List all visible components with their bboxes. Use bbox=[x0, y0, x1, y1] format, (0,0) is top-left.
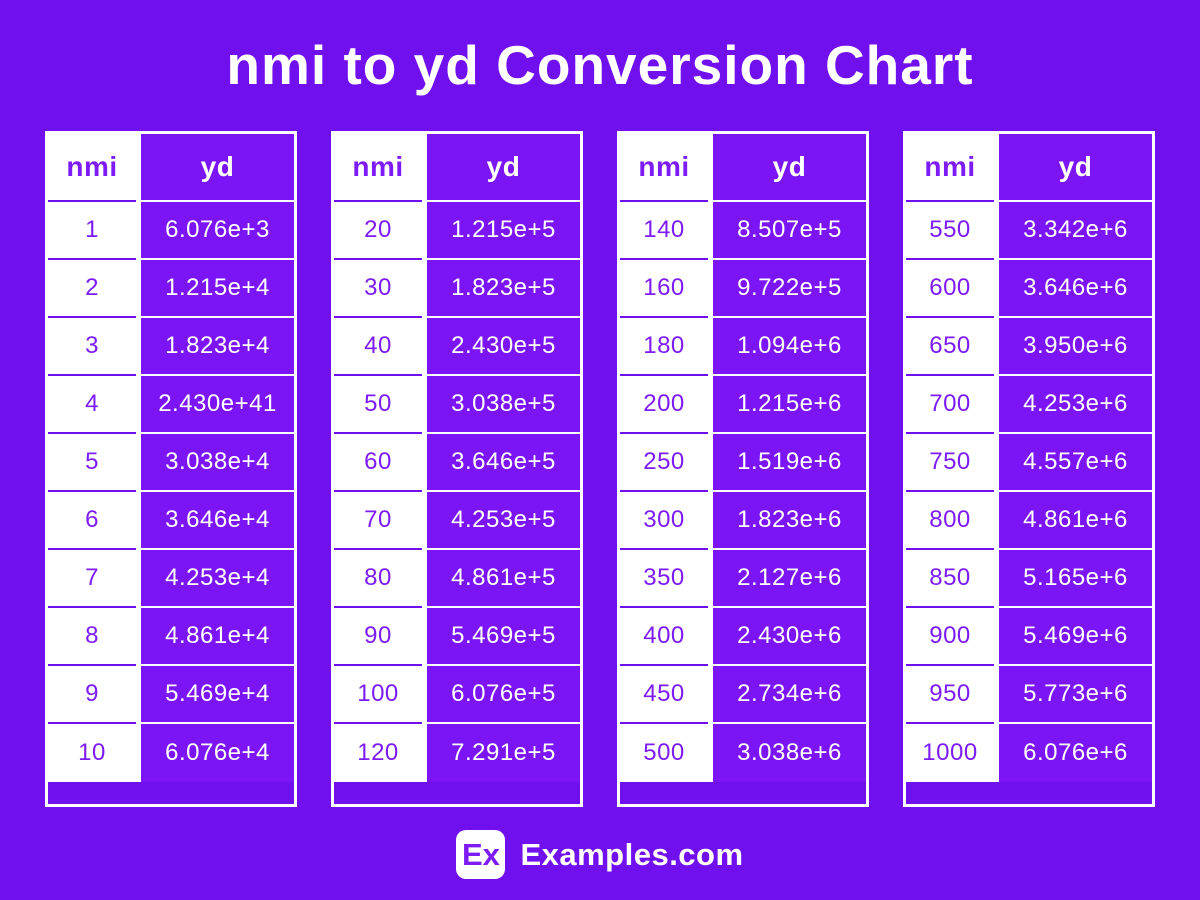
nmi-value-cell: 7 bbox=[48, 550, 136, 609]
nmi-header-cell: nmi bbox=[48, 134, 136, 203]
yd-value-cell: 3.646e+4 bbox=[136, 492, 294, 551]
nmi-value-cell: 700 bbox=[906, 376, 994, 435]
yd-value-cell: 6.076e+5 bbox=[422, 666, 580, 725]
nmi-value-cell: 900 bbox=[906, 608, 994, 667]
yd-value-cell: 2.430e+6 bbox=[708, 608, 866, 667]
nmi-value-cell: 160 bbox=[620, 260, 708, 319]
yd-value-cell: 2.430e+5 bbox=[422, 318, 580, 377]
page-title: nmi to yd Conversion Chart bbox=[226, 34, 974, 96]
nmi-value-cell: 250 bbox=[620, 434, 708, 493]
yd-value-cell: 3.038e+4 bbox=[136, 434, 294, 493]
nmi-value-cell: 950 bbox=[906, 666, 994, 725]
yd-header-cell: yd bbox=[708, 134, 866, 203]
yd-value-cell: 4.861e+4 bbox=[136, 608, 294, 667]
nmi-value-cell: 4 bbox=[48, 376, 136, 435]
yd-value-cell: 5.469e+5 bbox=[422, 608, 580, 667]
nmi-value-cell: 1 bbox=[48, 202, 136, 261]
yd-value-cell: 3.646e+6 bbox=[994, 260, 1152, 319]
yd-value-cell: 4.861e+5 bbox=[422, 550, 580, 609]
yd-value-cell: 6.076e+4 bbox=[136, 724, 294, 783]
yd-value-cell: 2.127e+6 bbox=[708, 550, 866, 609]
nmi-value-cell: 2 bbox=[48, 260, 136, 319]
nmi-value-cell: 350 bbox=[620, 550, 708, 609]
nmi-header-cell: nmi bbox=[906, 134, 994, 203]
nmi-value-cell: 5 bbox=[48, 434, 136, 493]
nmi-value-cell: 9 bbox=[48, 666, 136, 725]
yd-value-cell: 2.430e+41 bbox=[136, 376, 294, 435]
nmi-value-cell: 300 bbox=[620, 492, 708, 551]
nmi-value-cell: 650 bbox=[906, 318, 994, 377]
yd-value-cell: 4.253e+5 bbox=[422, 492, 580, 551]
examples-logo-icon: Ex bbox=[456, 830, 506, 880]
nmi-value-cell: 100 bbox=[334, 666, 422, 725]
yd-value-cell: 1.823e+5 bbox=[422, 260, 580, 319]
yd-value-cell: 1.094e+6 bbox=[708, 318, 866, 377]
yd-value-cell: 3.646e+5 bbox=[422, 434, 580, 493]
yd-value-cell: 9.722e+5 bbox=[708, 260, 866, 319]
nmi-value-cell: 60 bbox=[334, 434, 422, 493]
yd-header-cell: yd bbox=[136, 134, 294, 203]
nmi-value-cell: 70 bbox=[334, 492, 422, 551]
nmi-value-cell: 20 bbox=[334, 202, 422, 261]
nmi-value-cell: 3 bbox=[48, 318, 136, 377]
examples-site-name: Examples.com bbox=[520, 836, 744, 872]
yd-value-cell: 1.215e+5 bbox=[422, 202, 580, 261]
nmi-value-cell: 120 bbox=[334, 724, 422, 783]
yd-header-cell: yd bbox=[994, 134, 1152, 203]
yd-value-cell: 1.215e+6 bbox=[708, 376, 866, 435]
nmi-value-cell: 50 bbox=[334, 376, 422, 435]
yd-value-cell: 4.253e+6 bbox=[994, 376, 1152, 435]
yd-value-cell: 1.519e+6 bbox=[708, 434, 866, 493]
nmi-value-cell: 10 bbox=[48, 724, 136, 783]
nmi-value-cell: 6 bbox=[48, 492, 136, 551]
yd-value-cell: 4.253e+4 bbox=[136, 550, 294, 609]
nmi-value-cell: 40 bbox=[334, 318, 422, 377]
nmi-value-cell: 8 bbox=[48, 608, 136, 667]
yd-value-cell: 5.165e+6 bbox=[994, 550, 1152, 609]
yd-value-cell: 4.557e+6 bbox=[994, 434, 1152, 493]
nmi-value-cell: 30 bbox=[334, 260, 422, 319]
yd-value-cell: 5.469e+6 bbox=[994, 608, 1152, 667]
conversion-table-1: nmi yd 1 6.076e+3 2 1.215e+4 3 1.823e+4 4 2.430e+… bbox=[45, 131, 297, 808]
yd-value-cell: 3.342e+6 bbox=[994, 202, 1152, 261]
nmi-value-cell: 450 bbox=[620, 666, 708, 725]
conversion-table-2: nmi yd 20 1.215e+5 30 1.823e+5 40 2.430e+5 50 3.0… bbox=[331, 131, 583, 808]
yd-value-cell: 5.773e+6 bbox=[994, 666, 1152, 725]
yd-header-cell: yd bbox=[422, 134, 580, 203]
yd-value-cell: 3.950e+6 bbox=[994, 318, 1152, 377]
nmi-value-cell: 180 bbox=[620, 318, 708, 377]
conversion-table-4: nmi yd 550 3.342e+6 600 3.646e+6 650 3.950e+6 70… bbox=[903, 131, 1155, 808]
nmi-value-cell: 550 bbox=[906, 202, 994, 261]
nmi-header-cell: nmi bbox=[620, 134, 708, 203]
conversion-tables: nmi yd 1 6.076e+3 2 1.215e+4 3 1.823e+4 4 2.430e+… bbox=[0, 131, 1200, 808]
nmi-value-cell: 1000 bbox=[906, 724, 994, 783]
footer: Ex Examples.com bbox=[0, 830, 1200, 880]
nmi-value-cell: 140 bbox=[620, 202, 708, 261]
nmi-value-cell: 500 bbox=[620, 724, 708, 783]
conversion-table-3: nmi yd 140 8.507e+5 160 9.722e+5 180 1.094e+6 20… bbox=[617, 131, 869, 808]
nmi-value-cell: 600 bbox=[906, 260, 994, 319]
yd-value-cell: 6.076e+6 bbox=[994, 724, 1152, 783]
yd-value-cell: 5.469e+4 bbox=[136, 666, 294, 725]
yd-value-cell: 7.291e+5 bbox=[422, 724, 580, 783]
yd-value-cell: 8.507e+5 bbox=[708, 202, 866, 261]
nmi-value-cell: 200 bbox=[620, 376, 708, 435]
yd-value-cell: 3.038e+6 bbox=[708, 724, 866, 783]
nmi-value-cell: 850 bbox=[906, 550, 994, 609]
yd-value-cell: 3.038e+5 bbox=[422, 376, 580, 435]
nmi-value-cell: 400 bbox=[620, 608, 708, 667]
yd-value-cell: 1.215e+4 bbox=[136, 260, 294, 319]
yd-value-cell: 6.076e+3 bbox=[136, 202, 294, 261]
yd-value-cell: 1.823e+4 bbox=[136, 318, 294, 377]
yd-value-cell: 1.823e+6 bbox=[708, 492, 866, 551]
nmi-header-cell: nmi bbox=[334, 134, 422, 203]
nmi-value-cell: 80 bbox=[334, 550, 422, 609]
yd-value-cell: 4.861e+6 bbox=[994, 492, 1152, 551]
yd-value-cell: 2.734e+6 bbox=[708, 666, 866, 725]
nmi-value-cell: 800 bbox=[906, 492, 994, 551]
nmi-value-cell: 90 bbox=[334, 608, 422, 667]
nmi-value-cell: 750 bbox=[906, 434, 994, 493]
